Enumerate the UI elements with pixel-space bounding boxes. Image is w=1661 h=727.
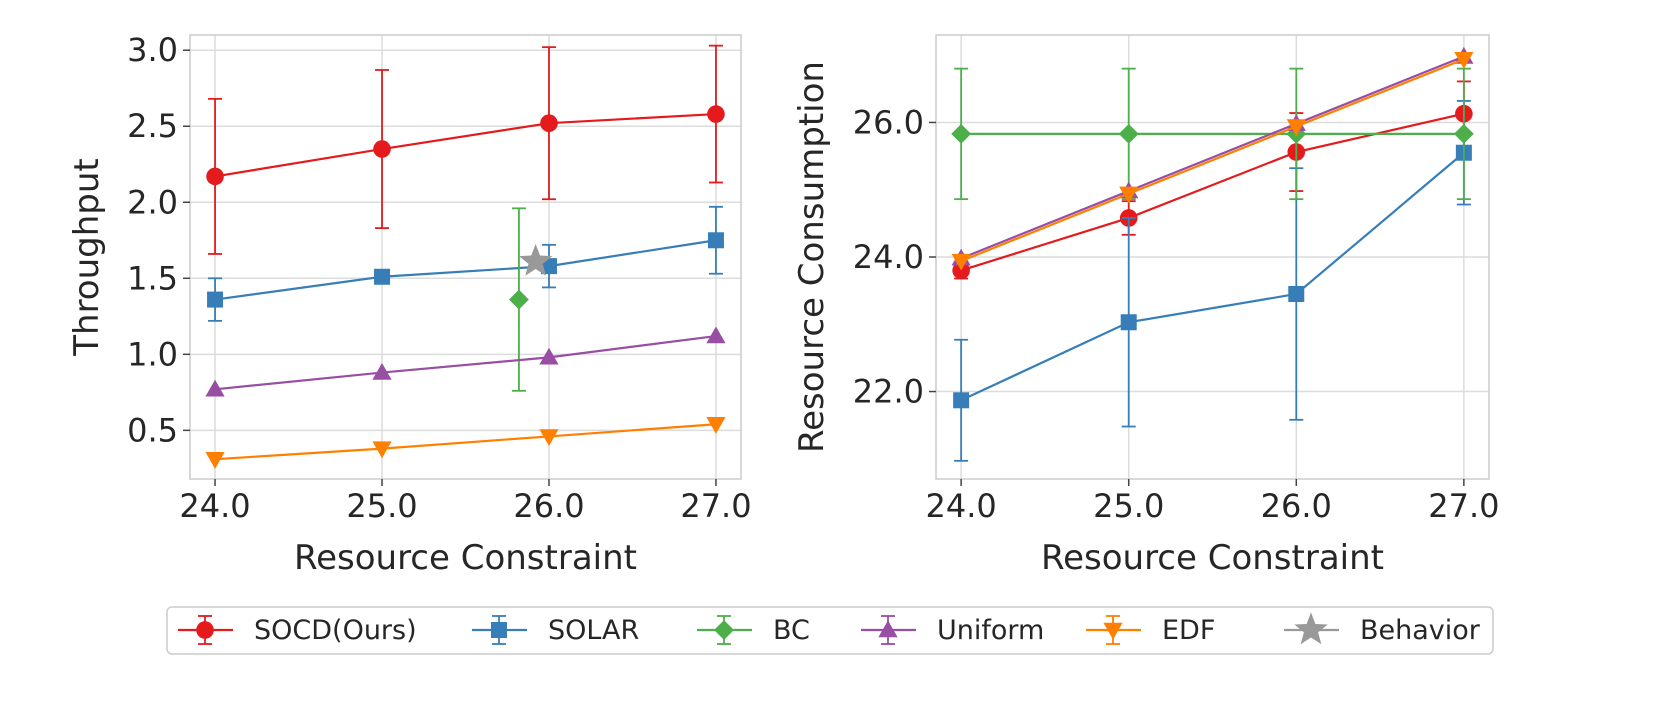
data-point — [1119, 186, 1139, 204]
x-tick-label: 27.0 — [1428, 487, 1499, 525]
x-tick-label: 26.0 — [1261, 487, 1332, 525]
y-tick-label: 3.0 — [127, 31, 178, 69]
series-edf — [951, 52, 1474, 271]
x-tick-label: 26.0 — [513, 487, 584, 525]
y-tick-label: 24.0 — [853, 238, 924, 276]
series-line — [214, 334, 717, 391]
data-point — [373, 140, 391, 158]
legend-marker — [1294, 612, 1328, 645]
data-point — [206, 167, 224, 186]
data-point — [953, 392, 970, 409]
data-point — [707, 105, 725, 123]
data-point — [205, 452, 225, 469]
legend: SOCD(Ours) SOLAR BC Uniform EDF Behavior — [166, 606, 1494, 655]
data-point — [1454, 52, 1474, 69]
series-solar — [953, 100, 1472, 462]
legend-marker — [491, 622, 507, 638]
series-line — [960, 112, 1465, 272]
y-tick-label: 22.0 — [853, 373, 924, 411]
x-tick-label: 24.0 — [926, 487, 997, 525]
series-socd-ours — [206, 44, 725, 255]
data-point — [706, 326, 726, 344]
data-point — [205, 379, 225, 397]
data-point — [372, 441, 392, 459]
data-point — [1453, 123, 1474, 144]
series-uniform — [205, 326, 726, 397]
series-socd-ours — [952, 80, 1473, 280]
series-solar — [207, 205, 724, 322]
legend-marker — [196, 621, 214, 639]
data-point — [518, 243, 553, 276]
data-point — [707, 232, 724, 249]
series-line — [960, 55, 1465, 260]
y-axis-label: Resource Consumption — [792, 61, 832, 453]
resource-consumption-chart: 24.0 25.0 26.0 27.0 22.0 24.0 26.0 Resource Con… — [792, 34, 1499, 578]
y-tick-label: 1.5 — [127, 259, 178, 297]
data-point — [951, 253, 971, 271]
series-line — [214, 423, 717, 461]
data-point — [372, 362, 392, 380]
series-line — [960, 58, 1465, 263]
data-point — [951, 123, 972, 144]
legend-label: SOCD(Ours) — [254, 615, 417, 646]
legend-entry-uniform: Uniform — [861, 615, 1044, 646]
x-axis-label: Resource Constraint — [294, 538, 637, 578]
legend-entry-bc: BC — [697, 615, 810, 646]
data-point — [706, 417, 726, 434]
data-point — [374, 268, 391, 285]
legend-marker — [1103, 622, 1123, 640]
legend-label: EDF — [1162, 615, 1215, 646]
series-bc — [951, 67, 1474, 201]
legend-entry-solar: SOLAR — [472, 615, 639, 646]
legend-entry-socd-ours: SOCD(Ours) — [178, 615, 417, 646]
y-tick-label: 26.0 — [853, 103, 924, 141]
series-edf — [205, 417, 726, 469]
y-tick-label: 1.0 — [127, 335, 178, 373]
x-axis-label: Resource Constraint — [1041, 538, 1384, 578]
legend-marker — [878, 620, 898, 638]
data-point — [1118, 123, 1139, 144]
throughput-chart: 24.0 25.0 26.0 27.0 0.5 1.0 1.5 2.0 2.5 3.0 Resour… — [67, 31, 752, 578]
data-point — [1288, 286, 1305, 302]
x-tick-label: 25.0 — [346, 487, 417, 525]
series-line — [214, 239, 717, 301]
data-point — [509, 289, 529, 310]
y-tick-label: 2.0 — [127, 183, 178, 221]
y-tick-label: 0.5 — [127, 411, 178, 449]
data-point — [540, 114, 558, 132]
legend-label: BC — [773, 615, 810, 646]
data-point — [1286, 119, 1306, 137]
series-bc — [509, 207, 529, 392]
legend-label: Behavior — [1360, 615, 1481, 646]
x-tick-label: 24.0 — [179, 487, 250, 525]
legend-marker — [714, 620, 734, 640]
legend-entry-behavior: Behavior — [1284, 612, 1481, 646]
x-tick-label: 25.0 — [1093, 487, 1164, 525]
y-axis-label: Throughput — [67, 158, 107, 357]
series-line — [214, 112, 717, 178]
data-point — [1120, 314, 1137, 331]
data-point — [540, 258, 557, 275]
data-point — [539, 347, 559, 365]
legend-label: Uniform — [937, 615, 1044, 646]
legend-label: SOLAR — [548, 615, 639, 646]
series-behavior — [518, 243, 553, 276]
y-tick-label: 2.5 — [127, 107, 178, 145]
data-point — [539, 429, 559, 447]
legend-entry-edf: EDF — [1086, 615, 1215, 646]
x-tick-label: 27.0 — [680, 487, 751, 525]
plot-frame — [189, 34, 742, 480]
series-line — [960, 151, 1465, 402]
data-point — [207, 291, 224, 308]
